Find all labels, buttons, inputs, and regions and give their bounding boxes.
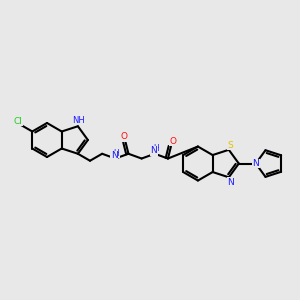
Text: N: N xyxy=(150,146,157,155)
Text: N: N xyxy=(111,151,118,160)
Text: O: O xyxy=(169,137,176,146)
Text: O: O xyxy=(121,132,128,141)
Text: Cl: Cl xyxy=(14,117,22,126)
Text: N: N xyxy=(252,159,259,168)
Text: H: H xyxy=(153,144,159,153)
Text: S: S xyxy=(227,140,233,149)
Text: H: H xyxy=(113,149,119,158)
Text: NH: NH xyxy=(72,116,85,125)
Text: N: N xyxy=(227,178,234,187)
